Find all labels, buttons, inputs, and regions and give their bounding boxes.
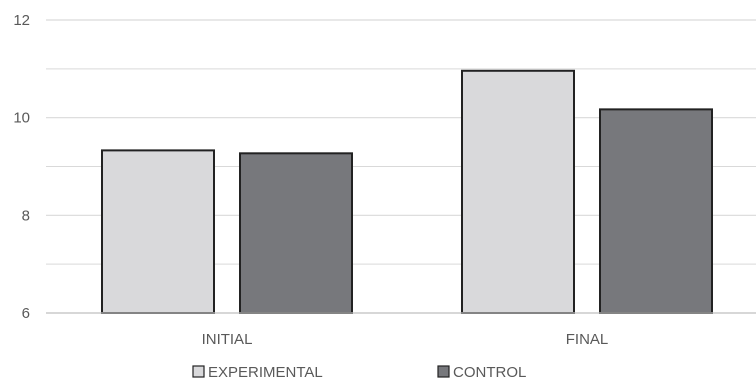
y-tick-label: 6 — [22, 305, 30, 322]
y-tick-label: 10 — [13, 110, 30, 127]
bar-experimental-final — [461, 69, 575, 314]
bar-control-final — [599, 108, 713, 314]
y-tick-label: 8 — [22, 207, 30, 224]
x-category-label: INITIAL — [202, 331, 253, 348]
x-category-label: FINAL — [566, 331, 609, 348]
y-tick-label: 12 — [13, 12, 30, 29]
bars — [101, 69, 713, 314]
legend-label-control: CONTROL — [453, 364, 526, 380]
legend-swatch-experimental — [192, 365, 205, 378]
legend: EXPERIMENTAL CONTROL — [192, 364, 526, 380]
bar-experimental-initial — [101, 149, 215, 314]
y-axis-tick-labels: 6 8 10 12 — [13, 12, 30, 322]
x-axis: INITIAL FINAL — [46, 312, 756, 348]
legend-swatch-control — [437, 365, 450, 378]
bar-control-initial — [239, 152, 353, 314]
legend-label-experimental: EXPERIMENTAL — [208, 364, 323, 380]
